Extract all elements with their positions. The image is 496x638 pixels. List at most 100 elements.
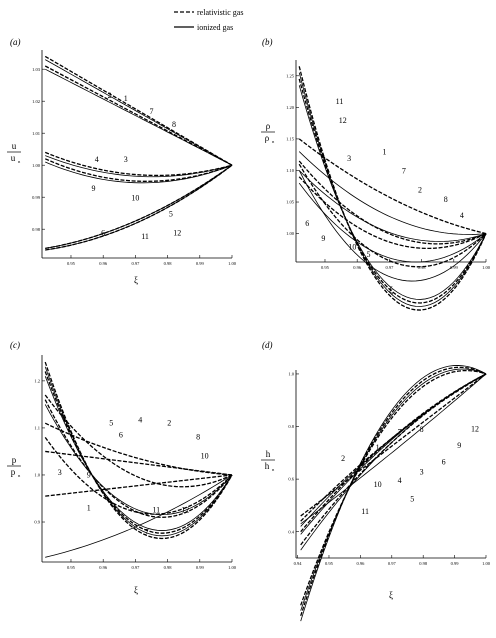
- curve-label-1: 1: [383, 148, 387, 157]
- curve-label-3: 3: [420, 468, 424, 477]
- y-tick-label: 1.0: [34, 473, 40, 478]
- series-line-2: [44, 55, 233, 166]
- series-line-3: [300, 373, 487, 546]
- curve-label-1: 1: [87, 503, 91, 512]
- series-line-10: [45, 161, 233, 184]
- y-tick-label: 0.99: [32, 195, 41, 200]
- y-tick-label: 0.8: [288, 424, 294, 429]
- curve-label-9: 9: [321, 234, 325, 243]
- curve-label-6: 6: [442, 458, 446, 467]
- x-tick-label: 0.98: [164, 261, 173, 266]
- series-line-5: [300, 366, 487, 617]
- chart-panel: 0.94 0.95 0.96 0.97 0.98 0.99 1.00 0.4 0.6 0.8 1.0…: [261, 340, 491, 622]
- series-line-4: [298, 182, 487, 263]
- curve-label-4: 4: [460, 211, 464, 220]
- chart-panels: 0.95 0.96 0.97 0.98 0.99 1.00 0.98 0.99 1.00 1.0 1…: [7, 37, 491, 622]
- x-tick-label: 0.96: [356, 561, 365, 566]
- y-tick-label: 1.15: [286, 137, 295, 142]
- curve-label-5: 5: [366, 250, 370, 259]
- series-line-1: [298, 138, 487, 235]
- y-axis-label-denominator: u: [11, 153, 16, 163]
- series-line-5: [45, 164, 233, 249]
- y-axis-label-subscript: n: [18, 473, 21, 478]
- curve-label-1: 1: [124, 94, 128, 103]
- series-line-3: [298, 151, 487, 235]
- curve-label-9: 9: [92, 184, 96, 193]
- x-tick-label: 0.99: [450, 265, 459, 270]
- x-tick-label: 0.97: [385, 265, 394, 270]
- y-axis-label-subscript: n: [18, 159, 21, 164]
- y-tick-label: 1.03: [32, 67, 41, 72]
- curve-label-10: 10: [201, 452, 209, 461]
- x-tick-label: 0.98: [418, 265, 427, 270]
- series-line-3: [45, 155, 233, 178]
- legend-solid-label: ionized gas: [197, 23, 233, 32]
- x-tick-label: 0.95: [325, 561, 334, 566]
- y-tick-label: 1.05: [286, 200, 295, 205]
- series-line-5: [44, 361, 233, 540]
- curve-label-11: 11: [336, 97, 344, 106]
- panel-label: (b): [262, 37, 273, 47]
- curve-label-11: 11: [361, 507, 369, 516]
- series-line-4: [300, 369, 487, 606]
- curve-label-2: 2: [418, 186, 422, 195]
- series-line-9: [44, 158, 233, 182]
- series-line-4: [44, 371, 233, 534]
- series-line-8: [45, 450, 233, 476]
- series-line-1: [300, 373, 487, 527]
- curve-label-12: 12: [181, 506, 189, 515]
- curve-label-12: 12: [173, 229, 181, 238]
- y-tick-label: 0.4: [288, 529, 294, 534]
- curve-label-10: 10: [348, 242, 356, 251]
- series-line-6: [45, 164, 233, 250]
- curve-label-11: 11: [152, 506, 160, 515]
- curve-label-6: 6: [101, 229, 105, 238]
- curve-label-2: 2: [108, 91, 112, 100]
- series-line-8: [45, 68, 233, 166]
- y-tick-label: 1.1: [34, 426, 40, 431]
- y-axis-label-denominator: ρ: [265, 133, 270, 143]
- curve-label-4: 4: [138, 415, 142, 424]
- series-line-2: [298, 170, 487, 242]
- y-axis-label-denominator: p: [11, 467, 16, 477]
- series-line-10: [44, 399, 233, 518]
- chart-panel: 0.95 0.96 0.97 0.98 0.99 1.00 0.9 1.0 1.1 1.2 5 4 6 2…: [7, 340, 237, 595]
- y-tick-label: 1.10: [286, 168, 295, 173]
- curve-label-8: 8: [444, 195, 448, 204]
- series-line-9: [300, 373, 487, 525]
- y-tick-label: 1.00: [286, 231, 295, 236]
- curve-label-5: 5: [169, 209, 173, 218]
- x-tick-label: 0.96: [99, 565, 108, 570]
- curve-label-1: 1: [376, 443, 380, 452]
- y-tick-label: 1.20: [286, 105, 295, 110]
- curve-label-5: 5: [410, 494, 414, 503]
- series-line-4: [44, 151, 233, 177]
- panel-label: (a): [10, 37, 21, 47]
- chart-panel: 0.95 0.96 0.97 0.98 0.99 1.00 1.00 1.05 1.10 1.15…: [261, 37, 491, 311]
- x-tick-label: 0.99: [451, 561, 460, 566]
- curve-label-3: 3: [347, 154, 351, 163]
- series-line-7: [298, 160, 487, 245]
- curve-label-2: 2: [167, 419, 171, 428]
- x-tick-label: 0.95: [67, 261, 76, 266]
- x-tick-label: 1.00: [228, 565, 237, 570]
- y-axis-label-subscript: n: [272, 467, 275, 472]
- x-axis-label: ξ: [134, 275, 138, 285]
- series-line-9: [44, 376, 233, 531]
- series-line-10: [300, 368, 487, 611]
- series-line-11: [45, 164, 233, 251]
- y-tick-label: 1.25: [286, 73, 295, 78]
- x-tick-label: 0.98: [419, 561, 428, 566]
- x-tick-label: 0.94: [294, 561, 303, 566]
- curve-label-11: 11: [141, 232, 149, 241]
- y-axis-label-subscript: n: [272, 139, 275, 144]
- x-tick-label: 0.98: [164, 565, 173, 570]
- x-tick-label: 0.96: [99, 261, 108, 266]
- y-axis-label-denominator: h: [265, 461, 270, 471]
- series-line-3: [44, 394, 233, 488]
- y-tick-label: 1.2: [34, 378, 40, 383]
- series-line-1: [45, 59, 233, 166]
- x-tick-label: 0.97: [131, 565, 140, 570]
- y-axis-label-numerator: p: [12, 455, 17, 465]
- x-axis-label: ξ: [389, 590, 393, 600]
